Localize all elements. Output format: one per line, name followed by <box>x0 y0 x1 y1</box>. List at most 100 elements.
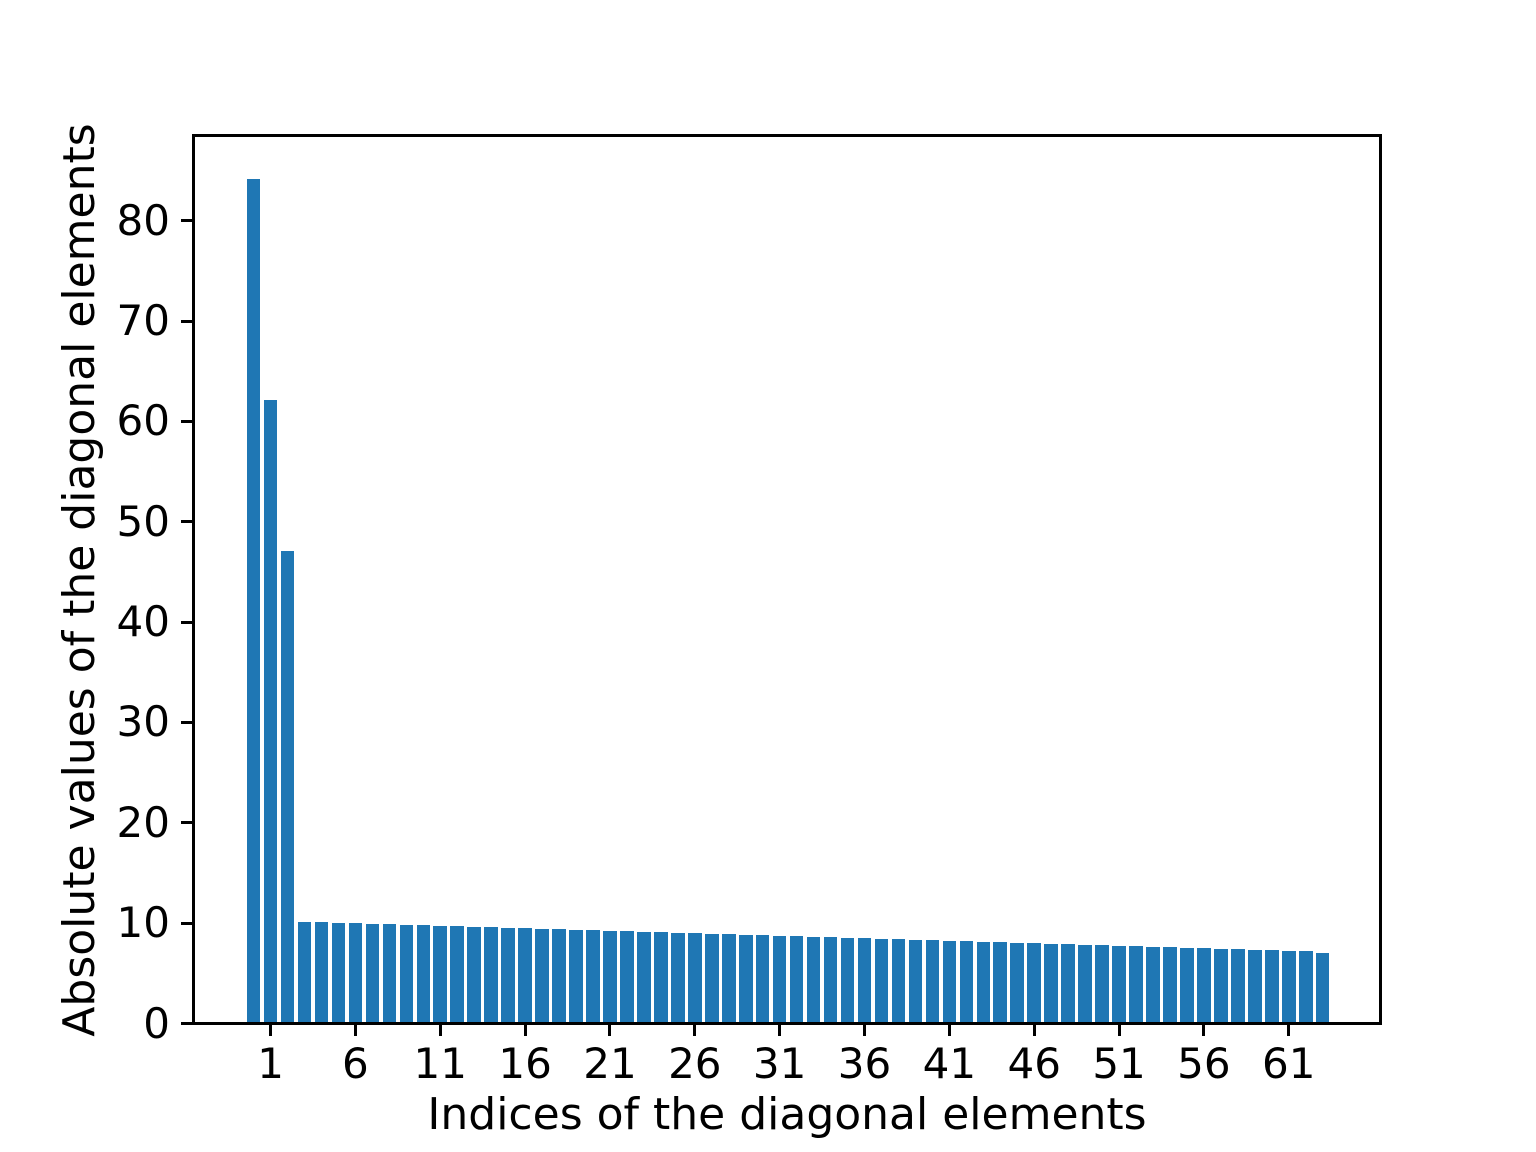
bar <box>874 938 889 1022</box>
bar <box>348 923 363 1022</box>
bar <box>450 926 464 1022</box>
x-tick-mark <box>1032 1025 1036 1036</box>
y-tick-mark <box>181 1022 193 1025</box>
x-tick-mark <box>947 1025 951 1036</box>
bar <box>1095 945 1109 1022</box>
bar <box>331 922 346 1022</box>
bar <box>280 551 295 1022</box>
x-tick-label: 51 <box>1092 1039 1146 1088</box>
x-tick-label: 61 <box>1262 1039 1316 1088</box>
bar <box>399 924 414 1022</box>
y-tick-label: 30 <box>116 697 170 747</box>
bar <box>416 925 431 1022</box>
bar <box>586 930 600 1022</box>
bar <box>1163 947 1177 1022</box>
x-tick-label: 41 <box>922 1039 977 1088</box>
bar <box>993 942 1008 1022</box>
y-tick-label: 60 <box>116 396 170 446</box>
x-tick-mark <box>438 1025 442 1036</box>
y-tick-label: 0 <box>143 998 170 1048</box>
y-tick-label: 70 <box>116 296 170 346</box>
bar <box>314 922 329 1022</box>
bar <box>840 937 855 1022</box>
bar <box>755 935 770 1022</box>
bar <box>1027 943 1041 1022</box>
y-tick-label: 20 <box>116 797 170 847</box>
bar <box>654 932 668 1022</box>
bar <box>1078 944 1092 1022</box>
y-tick-label: 10 <box>116 898 170 948</box>
x-tick-label: 56 <box>1177 1039 1231 1088</box>
bar <box>467 926 481 1022</box>
bar <box>942 940 957 1022</box>
bar <box>705 933 719 1022</box>
x-tick-label: 36 <box>837 1039 892 1088</box>
bar <box>1298 951 1313 1022</box>
x-tick-mark <box>1202 1025 1206 1036</box>
x-tick-label: 6 <box>342 1039 369 1088</box>
bar <box>552 929 566 1022</box>
y-tick-mark <box>181 319 193 323</box>
x-tick-mark <box>523 1025 527 1036</box>
bar <box>501 927 515 1022</box>
bar <box>484 927 498 1022</box>
x-tick-label: 46 <box>1007 1039 1061 1088</box>
bar <box>1281 950 1296 1022</box>
bar <box>857 938 872 1022</box>
y-tick-mark <box>181 520 193 524</box>
y-tick-mark <box>181 620 193 624</box>
y-tick-label: 40 <box>116 597 170 647</box>
x-tick-label: 31 <box>752 1039 807 1088</box>
x-tick-label: 26 <box>668 1039 722 1088</box>
bar <box>433 925 448 1022</box>
y-tick-label: 50 <box>116 496 170 546</box>
bar <box>637 931 651 1022</box>
bar <box>976 941 991 1022</box>
bar <box>297 921 312 1022</box>
bar <box>1315 952 1330 1022</box>
bar <box>382 924 397 1022</box>
bar <box>806 936 821 1022</box>
bar <box>620 931 634 1022</box>
bar <box>1180 947 1194 1022</box>
x-tick-mark <box>693 1025 697 1036</box>
bar <box>772 935 787 1022</box>
bar <box>518 928 532 1022</box>
bar <box>1010 942 1025 1022</box>
bar <box>959 941 974 1022</box>
x-tick-mark <box>353 1025 357 1036</box>
x-tick-label: 1 <box>257 1039 284 1088</box>
bar <box>603 930 617 1022</box>
y-tick-mark <box>181 219 193 223</box>
bar <box>925 940 940 1022</box>
bar <box>569 929 583 1022</box>
x-tick-mark <box>863 1025 867 1036</box>
bar <box>535 928 549 1022</box>
bar <box>789 936 804 1022</box>
x-tick-label: 16 <box>498 1039 552 1088</box>
bar <box>1061 944 1075 1022</box>
bar <box>738 934 753 1022</box>
y-tick-mark <box>181 720 193 724</box>
bar <box>671 932 685 1022</box>
x-tick-mark <box>608 1025 612 1036</box>
x-tick-mark <box>778 1025 782 1036</box>
bar <box>688 933 702 1022</box>
x-tick-mark <box>269 1025 273 1036</box>
bar <box>1129 946 1143 1022</box>
x-tick-mark <box>1117 1025 1121 1036</box>
y-tick-label: 80 <box>116 195 170 245</box>
bar <box>721 934 736 1022</box>
plot-area <box>192 134 1382 1025</box>
y-tick-mark <box>181 419 193 423</box>
bar <box>365 923 380 1022</box>
bar <box>263 399 278 1022</box>
y-tick-mark <box>181 921 193 925</box>
y-tick-mark <box>181 821 193 825</box>
bar <box>246 179 261 1022</box>
bar <box>1265 950 1279 1022</box>
bar <box>1044 943 1058 1022</box>
x-axis-label: Indices of the diagonal elements <box>427 1089 1147 1140</box>
bar <box>1146 946 1160 1022</box>
